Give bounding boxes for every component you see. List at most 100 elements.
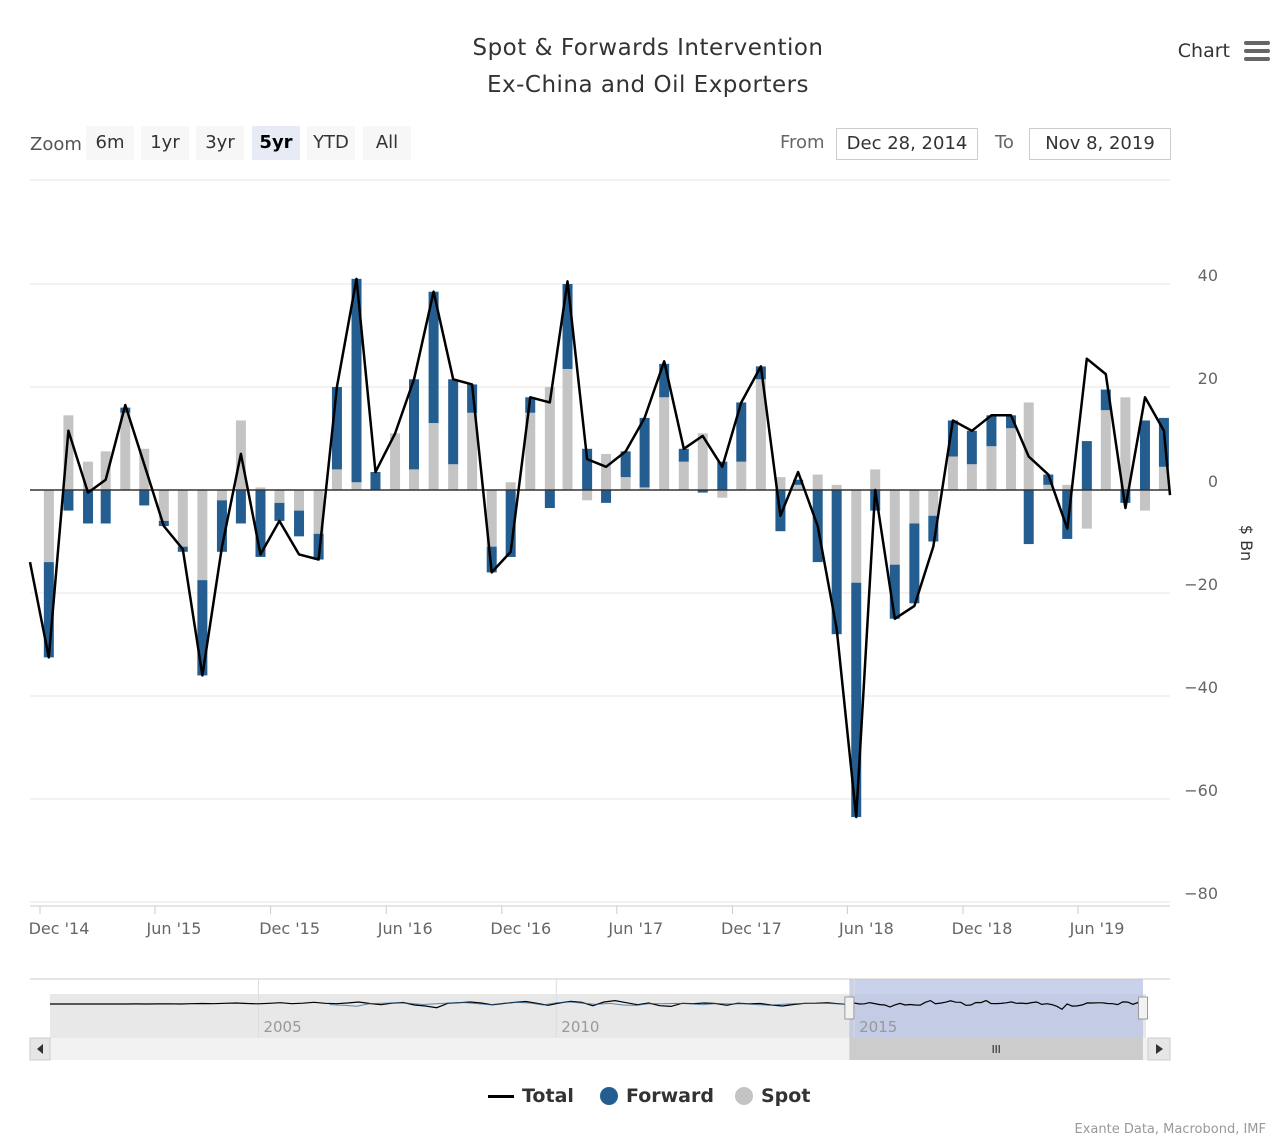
forward-bar[interactable]	[83, 490, 94, 524]
spot-bar[interactable]	[697, 433, 708, 490]
forward-bar[interactable]	[1062, 490, 1073, 539]
forward-bar[interactable]	[1081, 441, 1092, 490]
forward-bar[interactable]	[1043, 474, 1054, 485]
spot-bar[interactable]	[678, 461, 689, 490]
forward-bar[interactable]	[63, 490, 74, 511]
spot-bar[interactable]	[775, 477, 786, 490]
forward-bar[interactable]	[370, 471, 381, 490]
forward-bar[interactable]	[697, 490, 708, 493]
forward-bar[interactable]	[966, 430, 977, 465]
spot-bar[interactable]	[197, 490, 208, 581]
forward-bar[interactable]	[793, 479, 804, 485]
forward-bar[interactable]	[351, 278, 362, 483]
forward-bar[interactable]	[505, 490, 516, 557]
forward-bar[interactable]	[1100, 389, 1111, 411]
spot-bar[interactable]	[467, 412, 478, 490]
spot-bar[interactable]	[158, 490, 169, 521]
bar-series[interactable]	[43, 278, 1169, 818]
forward-bar[interactable]	[139, 490, 150, 506]
spot-bar[interactable]	[120, 412, 131, 490]
spot-bar[interactable]	[947, 456, 958, 490]
forward-bar[interactable]	[428, 291, 439, 424]
zoom-button-all[interactable]: All	[363, 126, 411, 160]
spot-bar[interactable]	[1081, 490, 1092, 529]
forward-bar[interactable]	[582, 448, 593, 490]
from-date-input[interactable]: Dec 28, 2014	[836, 128, 978, 160]
forward-bar[interactable]	[736, 402, 747, 462]
spot-bar[interactable]	[793, 484, 804, 490]
spot-bar[interactable]	[1006, 428, 1017, 490]
spot-bar[interactable]	[966, 464, 977, 490]
spot-bar[interactable]	[1100, 410, 1111, 490]
spot-bar[interactable]	[43, 490, 54, 563]
spot-bar[interactable]	[177, 490, 188, 547]
forward-bar[interactable]	[851, 582, 862, 818]
navigator-right-handle[interactable]	[1138, 996, 1149, 1020]
navigator-selected-range[interactable]	[849, 979, 1144, 1038]
spot-bar[interactable]	[659, 397, 670, 490]
spot-bar[interactable]	[909, 490, 920, 524]
forward-bar[interactable]	[100, 490, 111, 524]
spot-bar[interactable]	[1139, 490, 1150, 511]
forward-bar[interactable]	[216, 500, 227, 552]
zoom-button-5yr[interactable]: 5yr	[252, 126, 300, 160]
forward-bar[interactable]	[467, 384, 478, 413]
forward-bar[interactable]	[448, 379, 459, 465]
spot-bar[interactable]	[639, 487, 650, 490]
forward-bar[interactable]	[620, 451, 631, 478]
spot-bar[interactable]	[831, 484, 842, 490]
forward-bar[interactable]	[486, 546, 497, 573]
spot-bar[interactable]	[390, 433, 401, 490]
spot-bar[interactable]	[255, 487, 266, 490]
spot-bar[interactable]	[428, 423, 439, 490]
forward-bar[interactable]	[294, 510, 305, 537]
spot-bar[interactable]	[331, 469, 342, 490]
forward-bar[interactable]	[1006, 415, 1017, 429]
forward-bar[interactable]	[197, 580, 208, 676]
spot-bar[interactable]	[562, 368, 573, 490]
zoom-button-6m[interactable]: 6m	[86, 126, 134, 160]
spot-bar[interactable]	[812, 474, 823, 490]
spot-bar[interactable]	[717, 490, 728, 498]
zoom-button-1yr[interactable]: 1yr	[141, 126, 189, 160]
spot-bar[interactable]	[582, 490, 593, 501]
forward-bar[interactable]	[639, 417, 650, 488]
forward-bar[interactable]	[928, 515, 939, 542]
to-date-input[interactable]: Nov 8, 2019	[1029, 128, 1171, 160]
spot-bar[interactable]	[1062, 484, 1073, 490]
forward-bar[interactable]	[562, 284, 573, 369]
forward-bar[interactable]	[274, 502, 285, 521]
forward-bar[interactable]	[909, 523, 920, 604]
forward-bar[interactable]	[659, 363, 670, 398]
spot-bar[interactable]	[889, 490, 900, 565]
spot-bar[interactable]	[313, 490, 324, 534]
legend-item-forward[interactable]: Forward	[600, 1081, 714, 1111]
spot-bar[interactable]	[601, 453, 612, 490]
spot-bar[interactable]	[409, 469, 420, 490]
forward-bar[interactable]	[255, 490, 266, 557]
forward-bar[interactable]	[678, 448, 689, 462]
spot-bar[interactable]	[755, 379, 766, 490]
spot-bar[interactable]	[274, 490, 285, 503]
navigator-left-handle[interactable]	[844, 996, 855, 1020]
forward-bar[interactable]	[1139, 420, 1150, 490]
chart-menu-button[interactable]: Chart	[1160, 34, 1270, 68]
spot-bar[interactable]	[505, 482, 516, 490]
spot-bar[interactable]	[928, 490, 939, 516]
spot-bar[interactable]	[294, 490, 305, 511]
forward-bar[interactable]	[947, 420, 958, 457]
spot-bar[interactable]	[1043, 484, 1054, 490]
zoom-button-ytd[interactable]: YTD	[307, 126, 355, 160]
legend-item-spot[interactable]: Spot	[735, 1081, 810, 1111]
forward-bar[interactable]	[43, 562, 54, 658]
spot-bar[interactable]	[83, 461, 94, 490]
spot-bar[interactable]	[448, 464, 459, 490]
spot-bar[interactable]	[1023, 402, 1034, 490]
spot-bar[interactable]	[1158, 466, 1169, 490]
spot-bar[interactable]	[986, 446, 997, 490]
forward-bar[interactable]	[1120, 490, 1131, 503]
forward-bar[interactable]	[889, 564, 900, 619]
forward-bar[interactable]	[409, 379, 420, 470]
forward-bar[interactable]	[601, 490, 612, 503]
spot-bar[interactable]	[851, 490, 862, 583]
